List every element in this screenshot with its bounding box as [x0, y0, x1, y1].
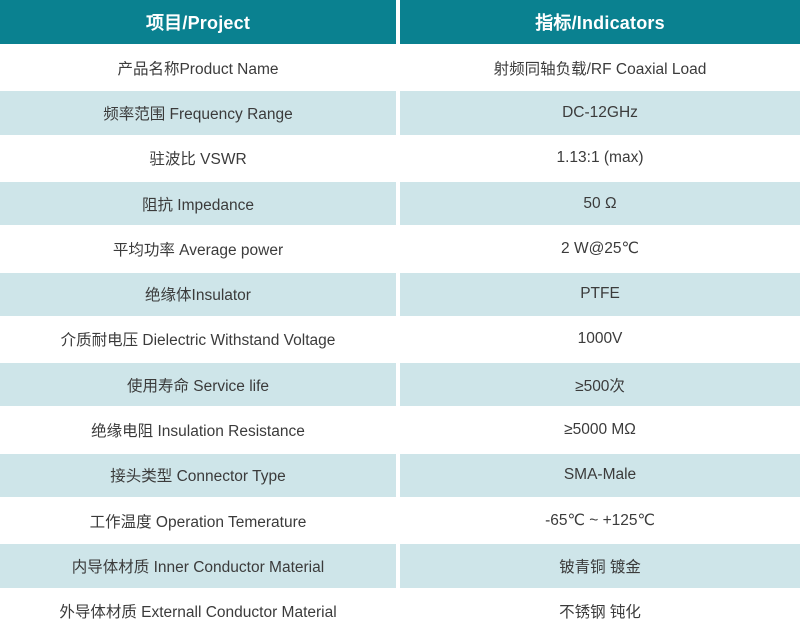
project-cell: 工作温度 Operation Temerature — [0, 499, 396, 543]
indicator-cell: 铍青铜 镀金 — [400, 544, 800, 588]
project-cell: 接头类型 Connector Type — [0, 453, 396, 498]
project-cell: 外导体材质 Externall Conductor Material — [0, 589, 396, 633]
indicator-cell: 1.13:1 (max) — [400, 136, 800, 180]
indicator-cell: ≥500次 — [400, 363, 800, 407]
indicator-cell: SMA-Male — [400, 453, 800, 498]
indicator-cell: ≥5000 MΩ — [400, 408, 800, 452]
project-cell: 介质耐电压 Dielectric Withstand Voltage — [0, 317, 396, 362]
header-cell-indicators: 指标/Indicators — [400, 0, 800, 44]
indicator-cell: 不锈钢 钝化 — [400, 589, 800, 633]
indicator-cell: DC-12GHz — [400, 91, 800, 135]
indicator-cell: 50 Ω — [400, 181, 800, 226]
project-cell: 阻抗 Impedance — [0, 181, 396, 226]
project-cell: 绝缘体Insulator — [0, 272, 396, 316]
project-cell: 频率范围 Frequency Range — [0, 91, 396, 135]
indicator-cell: 射频同轴负载/RF Coaxial Load — [400, 46, 800, 90]
project-cell: 绝缘电阻 Insulation Resistance — [0, 408, 396, 452]
project-cell: 内导体材质 Inner Conductor Material — [0, 544, 396, 588]
header-cell-project: 项目/Project — [0, 0, 396, 44]
indicator-cell: 1000V — [400, 317, 800, 362]
indicator-cell: -65℃ ~ +125℃ — [400, 499, 800, 543]
indicator-cell: 2 W@25℃ — [400, 227, 800, 271]
project-cell: 产品名称Product Name — [0, 46, 396, 90]
project-cell: 平均功率 Average power — [0, 227, 396, 271]
project-cell: 使用寿命 Service life — [0, 363, 396, 407]
project-cell: 驻波比 VSWR — [0, 136, 396, 180]
indicator-cell: PTFE — [400, 272, 800, 316]
